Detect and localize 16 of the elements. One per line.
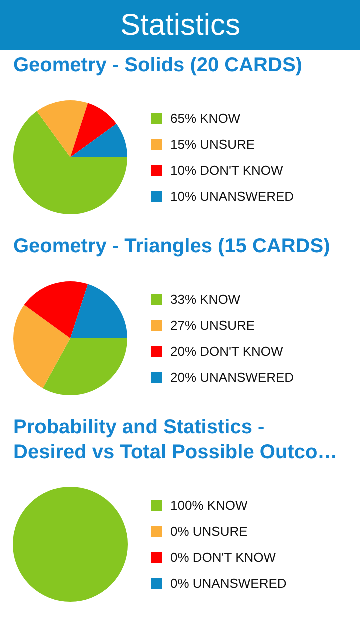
legend-label: 27% UNSURE — [170, 318, 256, 333]
chart-title: Geometry - Triangles (15 CARDS) — [14, 236, 330, 258]
legend-label: 0% DON'T KNOW — [170, 550, 277, 565]
legend-label: 33% KNOW — [170, 292, 242, 307]
chart-title: Probability and Statistics - Desired vs Total Possible Outco… — [14, 416, 338, 464]
legend-label: 15% UNSURE — [170, 137, 256, 152]
legend-label: 10% UNANSWERED — [170, 189, 294, 204]
legend-label: 10% DON'T KNOW — [170, 163, 284, 178]
chart-title: Geometry - Solids (20 CARDS) — [14, 54, 302, 76]
legend-label: 20% DON'T KNOW — [170, 344, 284, 359]
legend-label: 0% UNANSWERED — [170, 576, 287, 591]
text: Statistics — [120, 9, 241, 42]
legend-label: 0% UNSURE — [170, 524, 248, 539]
legend-label: 65% KNOW — [170, 111, 242, 126]
legend-label: 20% UNANSWERED — [170, 370, 294, 385]
legend-label: 100% KNOW — [170, 498, 249, 513]
